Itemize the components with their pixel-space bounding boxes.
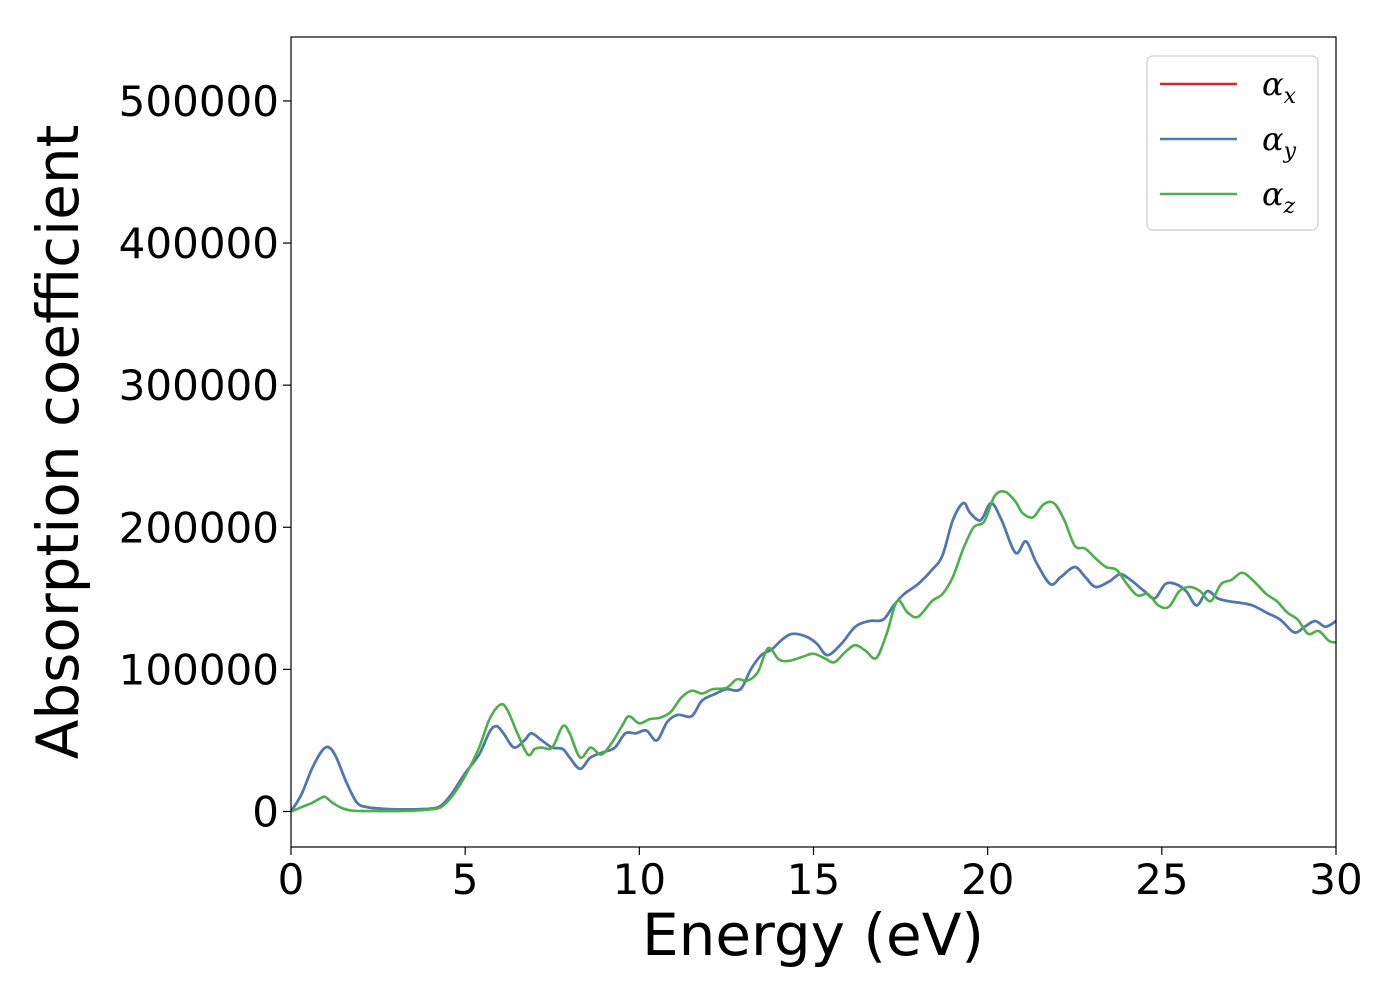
x-tick-label: 0 [278,855,305,904]
series-layer [291,490,1336,813]
series-line-y [291,501,1336,813]
x-tick-label: 5 [452,855,479,904]
y-tick-label: 300000 [119,361,279,410]
y-tick-label: 500000 [119,77,279,126]
legend-subscript: x [1284,84,1297,109]
legend-label-z: αz [1262,175,1296,219]
x-tick-label: 15 [787,855,840,904]
series-line-x [291,501,1336,813]
legend-label-y: αy [1262,120,1297,164]
x-axis-label: Energy (eV) [642,901,984,969]
x-tick-label: 25 [1135,855,1188,904]
series-line-z [291,490,1336,813]
x-axis-ticks: 0 5 10 15 20 25 30 [278,847,1363,904]
y-tick-label: 400000 [119,219,279,268]
x-tick-label: 20 [961,855,1014,904]
legend-box [1146,55,1319,231]
y-tick-label: 200000 [119,503,279,552]
y-axis-label: Absorption coefficient [24,125,92,760]
legend-symbol: α [1262,175,1284,213]
x-tick-label: 30 [1309,855,1362,904]
legend-symbol: α [1262,65,1284,103]
legend-label-x: αx [1262,65,1297,109]
legend-symbol: α [1262,120,1284,158]
legend-subscript: z [1283,194,1296,219]
y-axis-ticks: 0 100000 200000 300000 400000 500000 [119,77,291,836]
x-tick-label: 10 [613,855,666,904]
legend-subscript: y [1283,139,1297,164]
y-tick-label: 100000 [119,645,279,694]
y-tick-label: 0 [252,787,279,836]
